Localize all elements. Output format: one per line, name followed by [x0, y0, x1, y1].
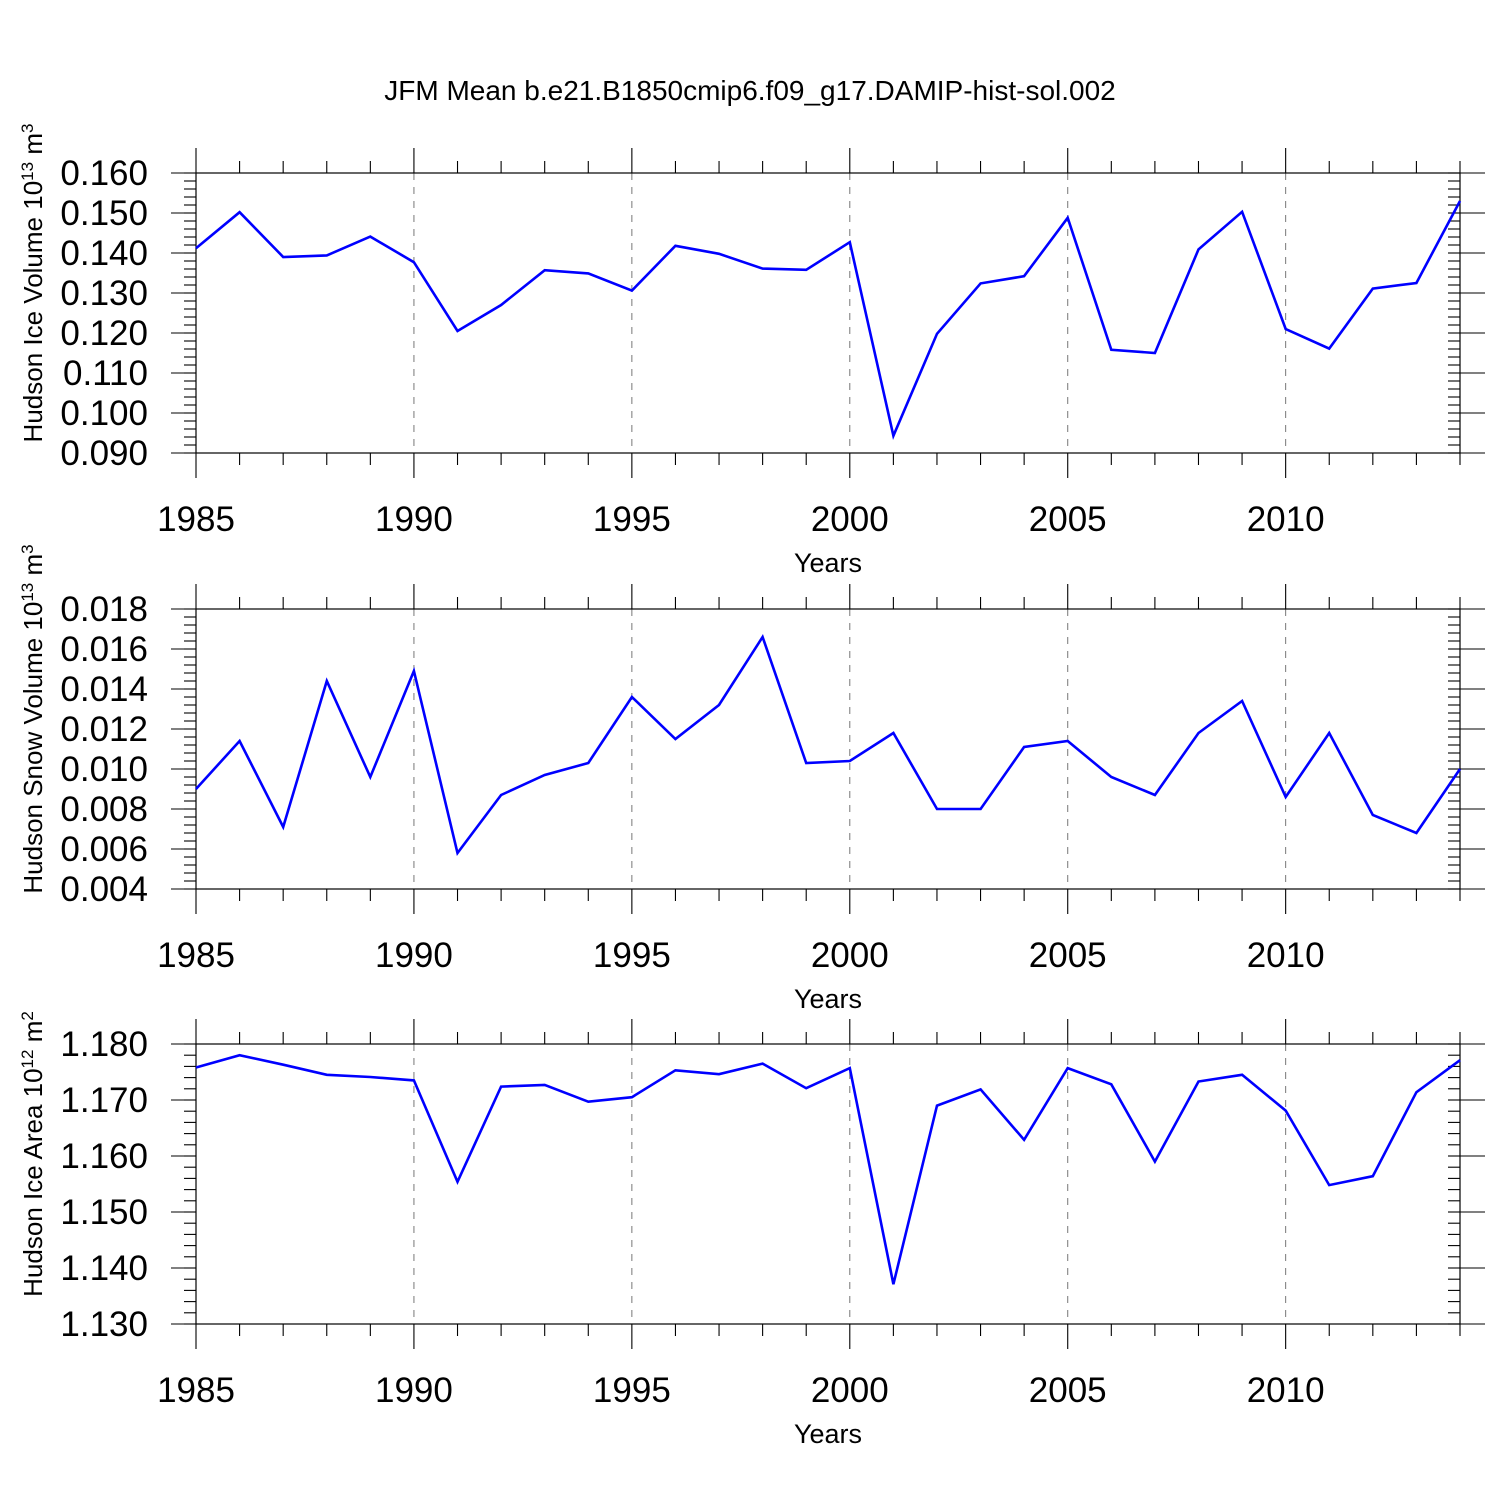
- x-tick-label: 2005: [1029, 500, 1107, 539]
- y-tick-label: 0.016: [60, 630, 148, 669]
- x-tick-label: 2000: [811, 500, 889, 539]
- plot-frame: [195, 608, 1461, 890]
- y-tick-label: 0.012: [60, 710, 148, 749]
- y-tick-label: 0.130: [60, 274, 148, 313]
- y-tick-label: 1.140: [60, 1249, 148, 1288]
- y-tick-label: 0.120: [60, 314, 148, 353]
- y-tick-label: 0.004: [60, 870, 148, 909]
- y-axis-label: Hudson Ice Area 1012 m2: [18, 1011, 49, 1297]
- x-tick-label: 2010: [1247, 500, 1325, 539]
- x-tick-label: 1995: [593, 1371, 671, 1410]
- y-tick-label: 0.014: [60, 670, 148, 709]
- x-axis-label: Years: [794, 1419, 862, 1449]
- y-tick-label: 0.010: [60, 750, 148, 789]
- y-tick-label: 0.006: [60, 830, 148, 869]
- y-axis-label-part: Hudson Ice Area 10: [18, 1068, 48, 1296]
- y-tick-label: 1.180: [60, 1025, 148, 1064]
- x-tick-label: 2005: [1029, 1371, 1107, 1410]
- y-axis-label-part: Hudson Ice Volume 10: [18, 181, 48, 443]
- y-tick-label: 1.130: [60, 1305, 148, 1344]
- x-tick-label: 2010: [1247, 1371, 1325, 1410]
- x-tick-label: 2005: [1029, 936, 1107, 975]
- y-tick-label: 0.150: [60, 194, 148, 233]
- y-axis-label-superscript: 13: [18, 162, 37, 181]
- series-line: [195, 200, 1462, 441]
- y-tick-label: 0.110: [63, 354, 148, 393]
- x-axis-label: Years: [794, 548, 862, 578]
- x-tick-label: 2010: [1247, 936, 1325, 975]
- y-axis-label-superscript: 2: [18, 1011, 37, 1020]
- y-tick-label: 1.150: [60, 1193, 148, 1232]
- y-axis-label-superscript: 3: [18, 544, 37, 553]
- y-tick-label: 0.018: [60, 590, 148, 629]
- x-tick-label: 2000: [811, 1371, 889, 1410]
- x-tick-label: 2000: [811, 936, 889, 975]
- plot-frame: [195, 1043, 1461, 1325]
- y-tick-label: 0.008: [60, 790, 148, 829]
- chart-panel-1: 0.0900.1000.1100.1200.1300.1400.1500.160…: [18, 124, 1485, 578]
- x-tick-label: 1985: [157, 936, 235, 975]
- y-axis-label-superscript: 12: [18, 1050, 37, 1069]
- y-axis-label-part: m: [18, 1021, 48, 1050]
- chart-panel-2: 0.0040.0060.0080.0100.0120.0140.0160.018…: [18, 544, 1485, 1014]
- y-axis-label-part: m: [18, 133, 48, 162]
- x-tick-label: 1990: [375, 936, 453, 975]
- y-tick-label: 0.140: [60, 234, 148, 273]
- y-axis-label: Hudson Ice Volume 1013 m3: [18, 124, 49, 443]
- x-tick-label: 1985: [157, 500, 235, 539]
- x-tick-label: 1990: [375, 500, 453, 539]
- series-line: [195, 634, 1462, 856]
- series-line: [195, 1053, 1461, 1285]
- y-axis-label-superscript: 3: [18, 124, 37, 133]
- y-axis-label-part: Hudson Snow Volume 10: [18, 602, 48, 894]
- chart-panel-3: 1.130 1.140 1.150 1.160 1.170 1.180 1985 1990 19…: [18, 1011, 1485, 1449]
- plot-frame: [195, 172, 1461, 454]
- y-tick-label: 1.160: [60, 1137, 148, 1176]
- x-tick-label: 1995: [593, 500, 671, 539]
- y-axis-label: Hudson Snow Volume 1013 m3: [18, 544, 49, 893]
- x-tick-label: 1990: [375, 1371, 453, 1410]
- x-tick-label: 1985: [157, 1371, 235, 1410]
- y-axis-label-part: m: [18, 554, 48, 583]
- y-tick-label: 0.160: [60, 154, 148, 193]
- figure-title: JFM Mean b.e21.B1850cmip6.f09_g17.DAMIP-…: [384, 75, 1116, 106]
- x-axis-label: Years: [794, 984, 862, 1014]
- y-tick-label: 1.170: [60, 1081, 148, 1120]
- y-tick-label: 0.100: [60, 394, 148, 433]
- y-axis-label-superscript: 13: [18, 583, 37, 602]
- y-tick-label: 0.090: [60, 434, 148, 473]
- x-tick-label: 1995: [593, 936, 671, 975]
